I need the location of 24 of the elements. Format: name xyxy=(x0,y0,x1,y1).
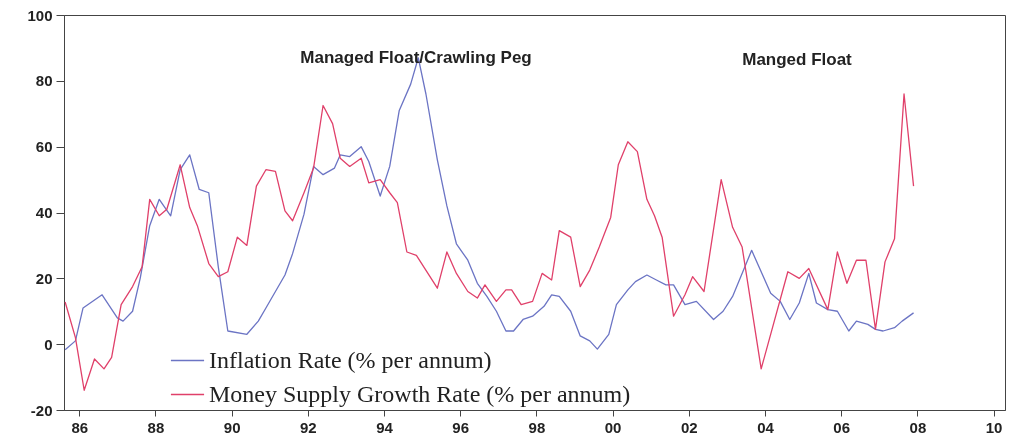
x-tick-label: 08 xyxy=(909,418,927,436)
y-tick-label: 100 xyxy=(27,6,53,24)
y-tick-label: -20 xyxy=(30,401,53,419)
annotation: Managed Float/Crawling Peg xyxy=(300,48,532,67)
y-tick-label: 80 xyxy=(35,72,53,90)
x-tick-label: 90 xyxy=(223,418,241,436)
x-tick-label: 96 xyxy=(452,418,470,436)
legend-label: Money Supply Growth Rate (% per annum) xyxy=(209,380,631,407)
x-tick-label: 10 xyxy=(985,418,1003,436)
x-tick-label: 00 xyxy=(604,418,622,436)
y-tick-label: 40 xyxy=(35,204,53,221)
legend-label: Inflation Rate (% per annum) xyxy=(209,346,492,373)
x-tick-label: 92 xyxy=(299,418,317,436)
y-tick-label: 20 xyxy=(35,269,53,287)
x-tick-label: 88 xyxy=(147,418,165,436)
x-tick-label: 02 xyxy=(680,418,698,436)
annotation: Manged Float xyxy=(742,50,853,69)
x-tick-label: 94 xyxy=(376,418,394,436)
x-tick-label: 98 xyxy=(528,418,546,436)
y-tick-label: 60 xyxy=(35,138,53,156)
y-tick-label: 0 xyxy=(44,335,53,353)
x-tick-label: 06 xyxy=(833,418,851,436)
x-tick-label: 04 xyxy=(757,418,775,436)
x-tick-label: 86 xyxy=(71,418,89,436)
